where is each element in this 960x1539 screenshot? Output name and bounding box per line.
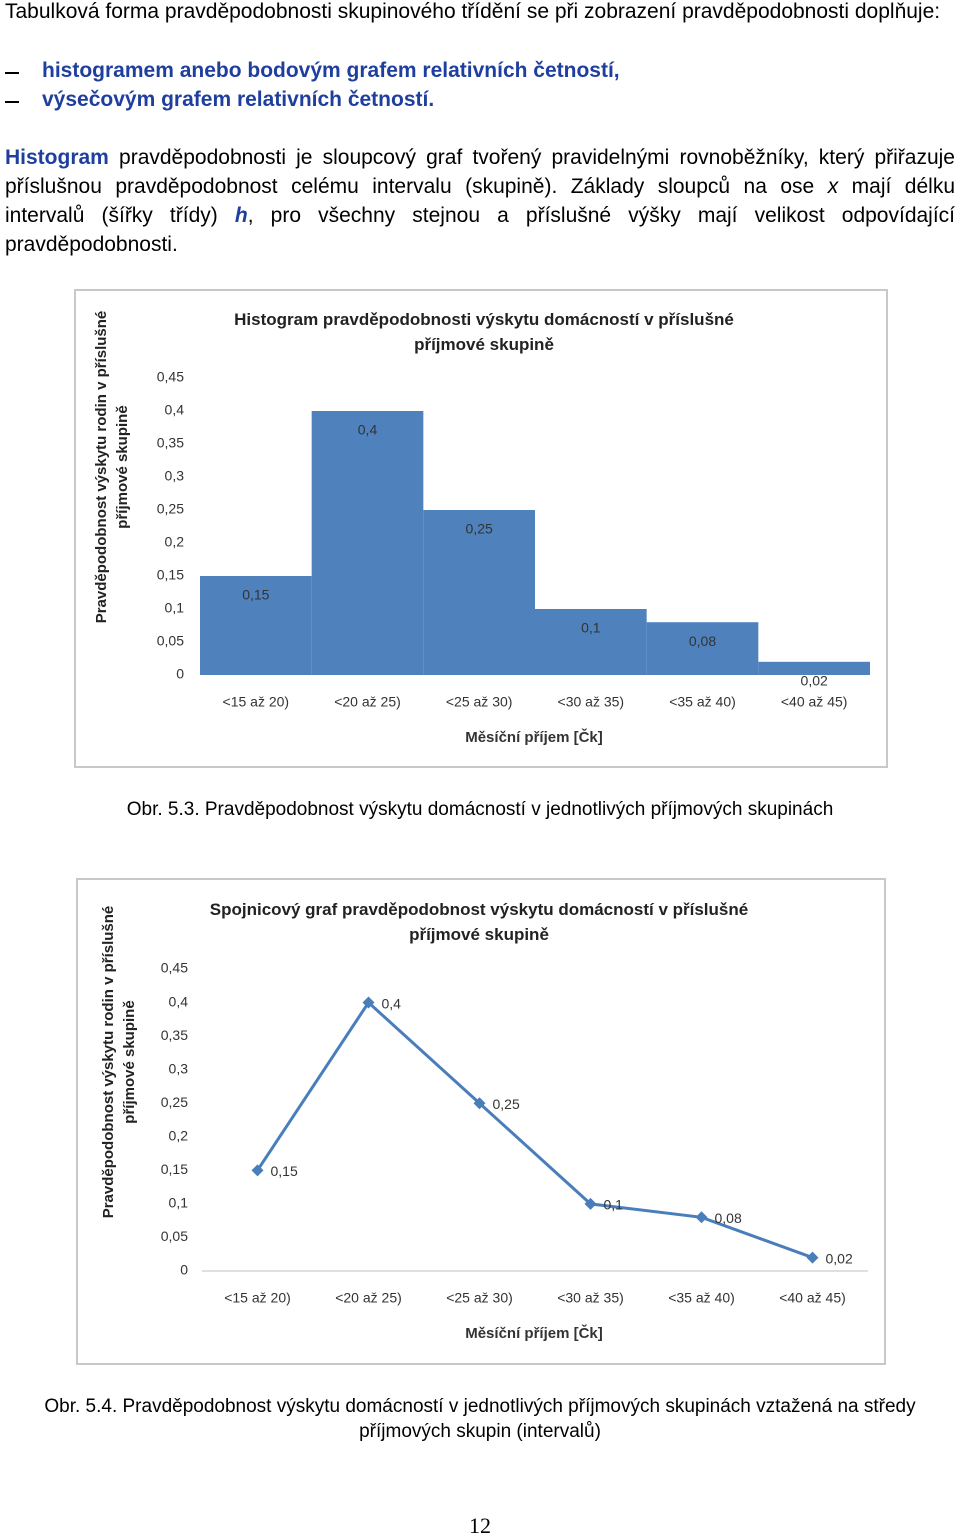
x-tick-label: <40 až 45): [779, 1290, 846, 1306]
y-tick-label: 0: [180, 1262, 188, 1278]
marker: [251, 1164, 264, 1177]
y-tick-label: 0,45: [157, 369, 184, 385]
y-tick-label: 0: [176, 666, 184, 682]
value-label: 0,4: [382, 995, 402, 1011]
bar: [758, 661, 870, 675]
page-number: 12: [469, 1513, 491, 1538]
y-tick-label: 0,15: [157, 567, 184, 583]
y-tick-label: 0,25: [157, 501, 184, 517]
x-tick-label: <35 až 40): [668, 1290, 735, 1306]
x-tick-label: <20 až 25): [335, 1290, 402, 1306]
y-tick-label: 0,3: [165, 468, 185, 484]
y-axis-label: Pravděpodobnost výskytu rodin v příslušn…: [100, 905, 138, 1219]
chart-title: Spojnicový graf pravděpodobnost výskytu …: [209, 900, 749, 944]
intro: Tabulková forma pravděpodobnosti skupino…: [5, 0, 941, 23]
x-axis-label: Měsíční příjem [Čk]: [465, 1324, 603, 1342]
y-tick-label: 0,05: [157, 633, 184, 649]
y-axis-label: Pravděpodobnost výskytu rodin v příslušn…: [93, 310, 131, 624]
y-tick-label: 0,3: [169, 1060, 189, 1076]
bar: [423, 510, 535, 675]
y-tick-label: 0,35: [161, 1027, 188, 1043]
y-tick-label: 0,2: [165, 534, 185, 550]
y-tick-label: 0,05: [161, 1228, 188, 1244]
bar: [200, 576, 312, 675]
x-tick-label: <20 až 25): [334, 694, 401, 710]
value-label: 0,25: [466, 521, 493, 537]
y-tick-label: 0,1: [169, 1195, 189, 1211]
x-tick-label: <15 až 20): [223, 694, 290, 710]
marker: [473, 1097, 486, 1110]
value-label: 0,4: [358, 422, 378, 438]
text-run: , pro všechny stejnou a příslušné výšky …: [5, 204, 956, 256]
symbol: h: [234, 204, 248, 227]
value-label: 0,25: [493, 1096, 520, 1112]
chart-title: Histogram pravděpodobnosti výskytu domác…: [234, 310, 734, 354]
term: Histogram: [5, 146, 109, 169]
x-tick-label: <15 až 20): [224, 1290, 291, 1306]
bar: [535, 609, 647, 675]
value-label: 0,08: [689, 633, 716, 649]
x-tick-label: <35 až 40): [669, 694, 736, 710]
value-label: 0,1: [604, 1197, 624, 1213]
bar: [646, 622, 759, 675]
paragraph: Histogram pravděpodobnosti je sloupcový …: [5, 143, 955, 259]
text-run: mají délku intervalů (šířky třídy): [5, 175, 956, 227]
data-line: [256, 1000, 814, 1259]
y-tick-label: 0,35: [157, 435, 184, 451]
bar: [311, 411, 424, 675]
y-tick-label: 0,45: [161, 960, 188, 976]
value-label: 0,15: [242, 587, 269, 603]
list-item: výsečovým grafem relativních četností.: [42, 88, 435, 111]
x-tick-label: <30 až 35): [557, 1290, 624, 1306]
y-tick-label: 0,4: [169, 993, 189, 1009]
value-label: 0,02: [801, 673, 828, 689]
marker: [584, 1197, 597, 1210]
chart-plot: 0 0,05 0,1 0,15 0,2 0,25 0,3 0,35 0,4 0,45 <15 až …: [157, 369, 870, 746]
x-tick-label: <40 až 45): [781, 694, 848, 710]
text-run: pravděpodobnosti je sloupcový graf tvoře…: [5, 146, 955, 198]
chart-plot: 0 0,05 0,1 0,15 0,2 0,25 0,3 0,35 0,4 0,45 <15 až …: [161, 960, 868, 1342]
caption: Obr. 5.3. Pravděpodobnost výskytu domácn…: [126, 799, 834, 820]
marker: [695, 1211, 708, 1224]
value-label: 0,15: [271, 1163, 298, 1179]
list-dash: [5, 101, 19, 103]
line-chart: 0 0,05 0,1 0,15 0,2 0,25 0,3 0,35 0,4 0,45 <15 až …: [76, 878, 886, 1365]
y-tick-label: 0,15: [161, 1161, 188, 1177]
marker: [806, 1251, 819, 1264]
value-label: 0,08: [715, 1210, 742, 1226]
x-axis-label: Měsíční příjem [Čk]: [465, 728, 603, 746]
x-tick-label: <25 až 30): [446, 1290, 513, 1306]
x-tick-label: <30 až 35): [558, 694, 625, 710]
y-tick-label: 0,25: [161, 1094, 188, 1110]
value-label: 0,02: [826, 1250, 853, 1266]
y-tick-label: 0,4: [165, 402, 185, 418]
value-label: 0,1: [581, 620, 601, 636]
y-tick-label: 0,2: [169, 1127, 189, 1143]
marker: [362, 996, 375, 1009]
list-dash: [5, 72, 19, 74]
symbol: x: [827, 175, 839, 198]
caption: Obr. 5.4. Pravděpodobnost výskytu domácn…: [44, 1396, 916, 1442]
list-item: histogramem anebo bodovým grafem relativ…: [42, 59, 620, 82]
x-tick-label: <25 až 30): [446, 694, 513, 710]
y-tick-label: 0,1: [165, 600, 185, 616]
histogram-chart: 0 0,05 0,1 0,15 0,2 0,25 0,3 0,35 0,4 0,45 <15 až …: [74, 289, 888, 768]
